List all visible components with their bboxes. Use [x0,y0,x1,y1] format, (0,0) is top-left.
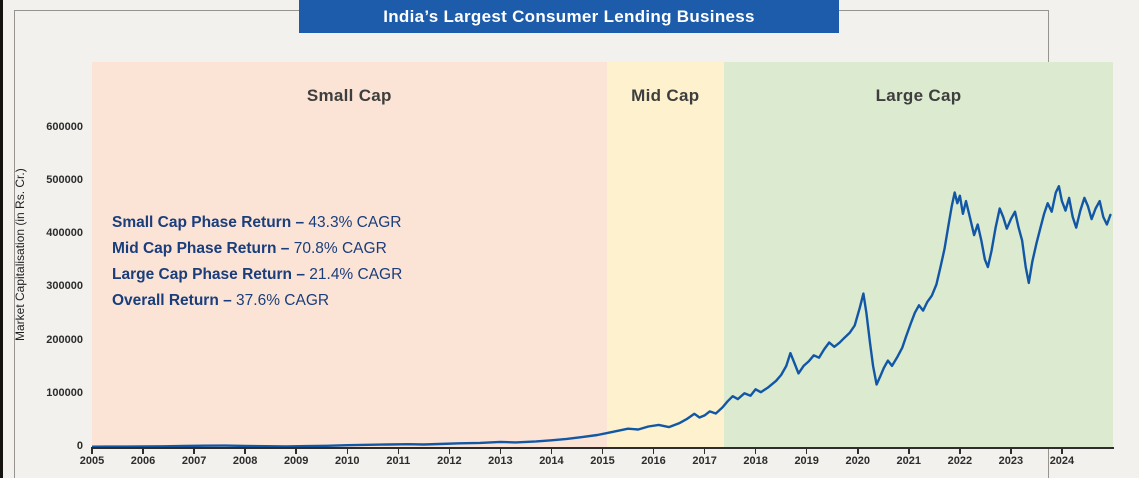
phase-label-2: Large Cap [875,86,962,105]
return-label-0: Small Cap Phase Return – [112,214,309,231]
x-tick-mark [703,449,706,454]
x-tick-mark [754,449,757,454]
x-tick-label: 2013 [488,455,513,467]
page-title: India’s Largest Consumer Lending Busines… [383,6,755,26]
x-tick-mark [448,449,451,454]
y-tick-label: 300000 [46,280,83,293]
x-axis-line [91,447,1114,449]
x-tick-label: 2021 [896,455,922,467]
return-label-1: Mid Cap Phase Return – [112,240,294,257]
x-tick-mark [959,449,961,454]
x-tick-label: 2018 [743,455,768,467]
x-tick-label: 2024 [1049,455,1075,467]
x-tick-label: 2011 [386,455,411,467]
return-value-0: 43.3% CAGR [308,214,402,231]
x-tick-label: 2008 [232,455,258,467]
page-edge [0,0,3,478]
phase-band-2 [723,62,1113,447]
x-tick-mark [499,449,502,454]
x-tick-label: 2010 [335,455,360,467]
return-label-3: Overall Return – [112,292,237,309]
x-tick-label: 2023 [998,455,1024,467]
phase-band-1 [606,62,724,447]
x-tick-mark [1061,449,1063,454]
return-value-2: 21.4% CAGR [309,266,403,283]
x-tick-label: 2007 [181,455,207,467]
x-tick-label: 2015 [590,455,615,467]
return-line-1: Mid Cap Phase Return – 70.8% CAGR [112,236,402,262]
y-tick-label: 400000 [46,227,83,240]
x-tick-mark [346,449,348,454]
return-line-2: Large Cap Phase Return – 21.4% CAGR [112,262,402,288]
phase-label-0: Small Cap [306,86,392,105]
x-tick-label: 2017 [692,455,717,467]
x-tick-mark [397,449,400,454]
y-tick-label: 500000 [46,174,83,187]
returns-block: Small Cap Phase Return – 43.3% CAGR Mid C… [112,210,402,314]
x-tick-mark [805,449,808,454]
x-tick-mark [91,449,93,454]
x-tick-mark [550,449,553,454]
return-line-3: Overall Return – 37.6% CAGR [112,288,402,314]
x-tick-mark [295,449,297,454]
return-value-3: 37.6% CAGR [236,292,330,309]
market-cap-line [92,184,1112,447]
x-tick-mark [142,449,144,454]
return-label-2: Large Cap Phase Return – [112,266,310,283]
x-tick-label: 2012 [437,455,462,467]
x-tick-label: 2009 [283,455,309,467]
phase-label-1: Mid Cap [631,86,700,105]
x-tick-mark [193,449,195,454]
x-tick-mark [908,449,910,454]
title-banner: India’s Largest Consumer Lending Busines… [299,0,839,33]
x-tick-label: 2020 [845,455,870,467]
x-tick-label: 2006 [130,455,156,467]
y-tick-label: 0 [76,440,83,452]
y-tick-label: 200000 [46,333,83,346]
return-value-1: 70.8% CAGR [293,240,387,257]
x-tick-label: 2016 [641,455,666,467]
x-tick-label: 2014 [539,455,564,467]
y-tick-label: 600000 [46,120,83,133]
y-tick-label: 100000 [46,386,83,399]
x-tick-label: 2005 [79,455,105,467]
x-tick-label: 2022 [947,455,973,467]
x-tick-mark [652,449,655,454]
return-line-0: Small Cap Phase Return – 43.3% CAGR [112,210,402,236]
x-tick-label: 2019 [794,455,819,467]
x-tick-mark [1010,449,1012,454]
phase-band-0 [92,62,607,447]
x-tick-mark [244,449,246,454]
x-tick-mark [857,449,859,454]
market-cap-line-svg [92,184,1112,447]
x-tick-mark [601,449,604,454]
